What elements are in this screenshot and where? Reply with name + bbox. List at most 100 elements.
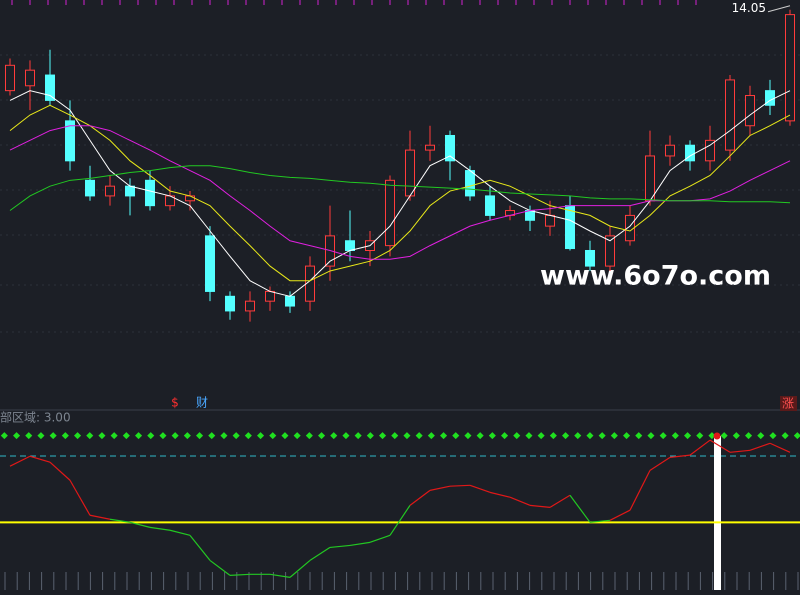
indicator-line xyxy=(149,526,171,531)
signal-dot xyxy=(427,432,435,440)
indicator-line xyxy=(489,491,511,498)
indicator-line xyxy=(769,442,791,453)
indicator-line xyxy=(9,455,31,467)
candle-body xyxy=(445,134,455,162)
indicator-line xyxy=(209,559,231,576)
signal-dot xyxy=(720,432,728,440)
signal-dot xyxy=(13,432,21,440)
event-marker: 财 xyxy=(196,396,208,410)
signal-dot xyxy=(671,432,679,440)
candle-body xyxy=(605,235,615,267)
signal-dot xyxy=(37,432,45,440)
candle-body xyxy=(285,295,295,307)
candle-body xyxy=(225,295,235,312)
signal-dot xyxy=(61,432,69,440)
candle-body xyxy=(565,205,575,250)
indicator-line xyxy=(629,470,651,511)
signal-dot xyxy=(647,432,655,440)
candle-body xyxy=(525,210,535,221)
indicator-line xyxy=(69,479,91,516)
indicator-line xyxy=(569,494,591,523)
candle-body xyxy=(425,144,435,151)
candle-body xyxy=(185,195,195,202)
signal-bar xyxy=(714,436,721,590)
candle-body xyxy=(485,195,495,216)
indicator-line xyxy=(429,485,451,491)
signal-dot xyxy=(684,432,692,440)
signal-dot xyxy=(708,432,716,440)
candle-body xyxy=(405,149,415,197)
signal-dot xyxy=(598,432,606,440)
indicator-line xyxy=(469,484,491,493)
candle-body xyxy=(665,144,675,157)
indicator-line xyxy=(669,454,691,458)
indicator-line xyxy=(389,505,411,536)
signal-dot-active xyxy=(713,432,721,440)
candle-body xyxy=(725,79,735,151)
indicator-line xyxy=(529,504,551,508)
indicator-line xyxy=(589,519,611,523)
candle-body xyxy=(25,69,35,87)
signal-dot xyxy=(623,432,631,440)
signal-dot xyxy=(769,432,777,440)
candle-body xyxy=(385,179,395,247)
indicator-line xyxy=(89,514,111,520)
signal-dot xyxy=(391,432,399,440)
signal-dot xyxy=(147,432,155,440)
signal-dot xyxy=(269,432,277,440)
indicator-line xyxy=(609,509,631,521)
signal-dot xyxy=(49,432,57,440)
signal-dot xyxy=(196,432,204,440)
indicator-line xyxy=(169,529,191,536)
indicator-line xyxy=(349,541,371,547)
candle-body xyxy=(585,249,595,267)
indicator-line xyxy=(709,439,731,453)
candle-body xyxy=(85,179,95,197)
indicator-line xyxy=(749,442,771,451)
candle-body xyxy=(745,95,755,127)
indicator-line xyxy=(49,461,71,481)
candle-body xyxy=(465,170,475,197)
candle-body xyxy=(245,300,255,312)
indicator-line xyxy=(109,518,131,523)
candle-body xyxy=(265,290,275,302)
signal-dot xyxy=(415,432,423,440)
signal-dot xyxy=(135,432,143,440)
signal-dot xyxy=(232,432,240,440)
signal-dot xyxy=(110,432,118,440)
candle-body xyxy=(105,185,115,197)
signal-dot xyxy=(586,432,594,440)
signal-dot xyxy=(732,432,740,440)
indicator-line xyxy=(269,573,291,578)
indicator-line xyxy=(509,496,531,506)
signal-dot xyxy=(440,432,448,440)
indicator-line xyxy=(549,494,571,508)
signal-dot xyxy=(183,432,191,440)
signal-dot xyxy=(403,432,411,440)
signal-dot xyxy=(574,432,582,440)
signal-dot xyxy=(305,432,313,440)
indicator-line xyxy=(329,544,351,549)
high-label: 14.05 xyxy=(732,1,766,15)
candle-body xyxy=(145,179,155,207)
high-pointer xyxy=(767,5,791,13)
signal-dot xyxy=(98,432,106,440)
signal-dot xyxy=(476,432,484,440)
candle-body xyxy=(65,120,75,162)
signal-dot xyxy=(610,432,618,440)
signal-dot xyxy=(781,432,789,440)
signal-dot xyxy=(281,432,289,440)
indicator-line xyxy=(29,455,51,463)
candle-body xyxy=(125,185,135,197)
indicator-line xyxy=(129,521,151,528)
candle-body xyxy=(785,14,795,122)
candle-body xyxy=(205,235,215,292)
indicator-line xyxy=(689,439,711,456)
signal-dot xyxy=(159,432,167,440)
watermark: www.6o7o.com xyxy=(540,261,771,292)
signal-dot xyxy=(86,432,94,440)
event-marker: $ xyxy=(171,396,179,410)
signal-dot xyxy=(635,432,643,440)
signal-dot xyxy=(549,432,557,440)
